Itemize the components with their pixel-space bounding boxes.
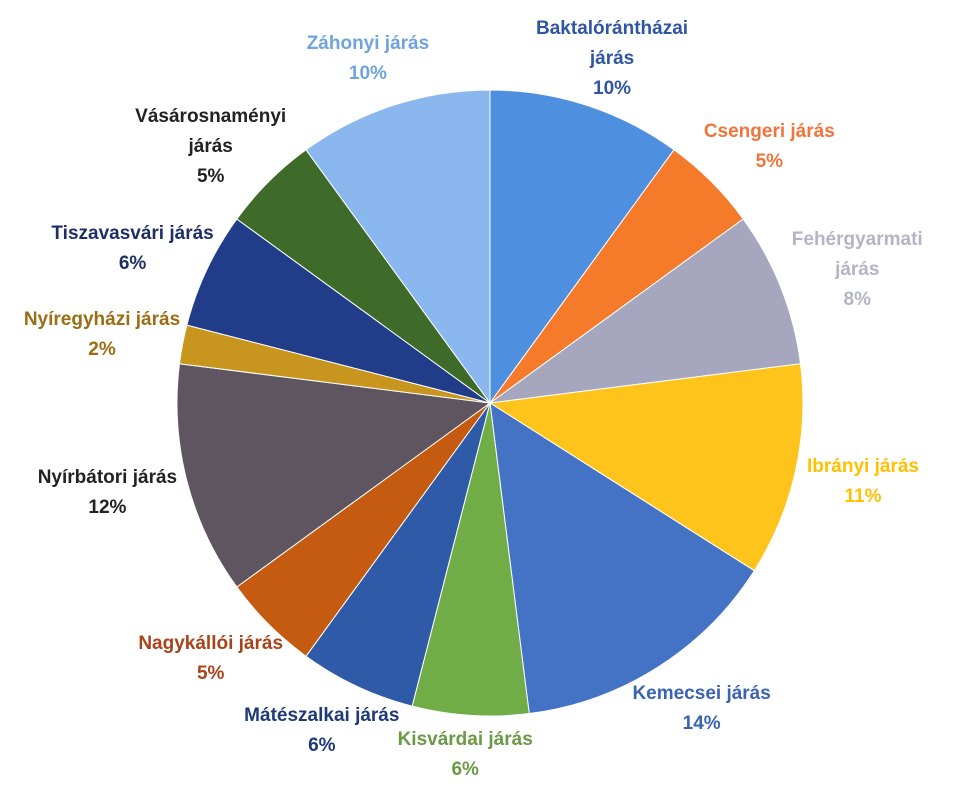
category-label: Baktalórántházai járás	[536, 17, 689, 69]
value-label: 8%	[843, 288, 871, 310]
slice-label: Kisvárdai járás 6%	[375, 725, 555, 785]
category-label: Vásárosnaményi járás	[135, 106, 287, 158]
category-label: Nagykállói járás	[138, 632, 284, 654]
slice	[411, 402, 530, 717]
category-label: Tiszavasvári járás	[51, 222, 214, 244]
slice-label: Baktalórántházai járás 10%	[522, 14, 702, 104]
slice	[489, 89, 675, 405]
slice	[488, 363, 804, 572]
slice-label: Záhonyi járás 10%	[278, 29, 458, 89]
slice	[489, 218, 802, 404]
slice	[305, 89, 491, 405]
slice	[186, 218, 491, 404]
category-label: Fehérgyarmati járás	[791, 228, 923, 280]
value-label: 6%	[308, 734, 336, 756]
value-label: 10%	[593, 77, 632, 99]
category-label: Csengeri járás	[703, 121, 835, 143]
value-label: 6%	[118, 252, 147, 274]
slice-label: Csengeri járás 5%	[679, 117, 859, 177]
value-label: 6%	[451, 759, 479, 780]
category-label: Mátészalkai járás	[244, 704, 400, 726]
value-label: 2%	[88, 339, 116, 361]
value-label: 5%	[196, 662, 225, 684]
slice	[176, 363, 492, 588]
value-label: 5%	[755, 151, 784, 173]
category-label: Nyírbátori járás	[37, 467, 178, 489]
slice-label: Kemecsei járás 14%	[612, 679, 792, 739]
value-label: 12%	[88, 497, 127, 519]
slice-label: Tiszavasvári járás 6%	[43, 219, 223, 279]
slice-label: Vásárosnaményi járás 5%	[121, 102, 301, 192]
slice	[489, 402, 755, 715]
slice-label: Nyírbátori járás 12%	[17, 463, 197, 523]
slice	[305, 402, 491, 707]
category-label: Kemecsei járás	[632, 682, 771, 704]
value-label: 14%	[682, 712, 721, 734]
slice-label: Mátészalkai járás 6%	[232, 701, 412, 761]
category-label: Záhonyi járás	[306, 32, 430, 54]
category-label: Nyíregyházi járás	[23, 309, 181, 331]
value-label: 5%	[196, 166, 225, 188]
slice-label: Ibrányi járás 11%	[773, 452, 953, 512]
category-label: Kisvárdai járás	[397, 729, 533, 750]
slice-label: Nagykállói járás 5%	[121, 629, 301, 689]
value-label: 11%	[844, 485, 882, 507]
category-label: Ibrányi járás	[807, 455, 919, 477]
slice-label: Nyíregyházi járás 2%	[12, 305, 192, 365]
slice-label: Fehérgyarmati járás 8%	[767, 225, 947, 315]
value-label: 10%	[348, 62, 387, 84]
